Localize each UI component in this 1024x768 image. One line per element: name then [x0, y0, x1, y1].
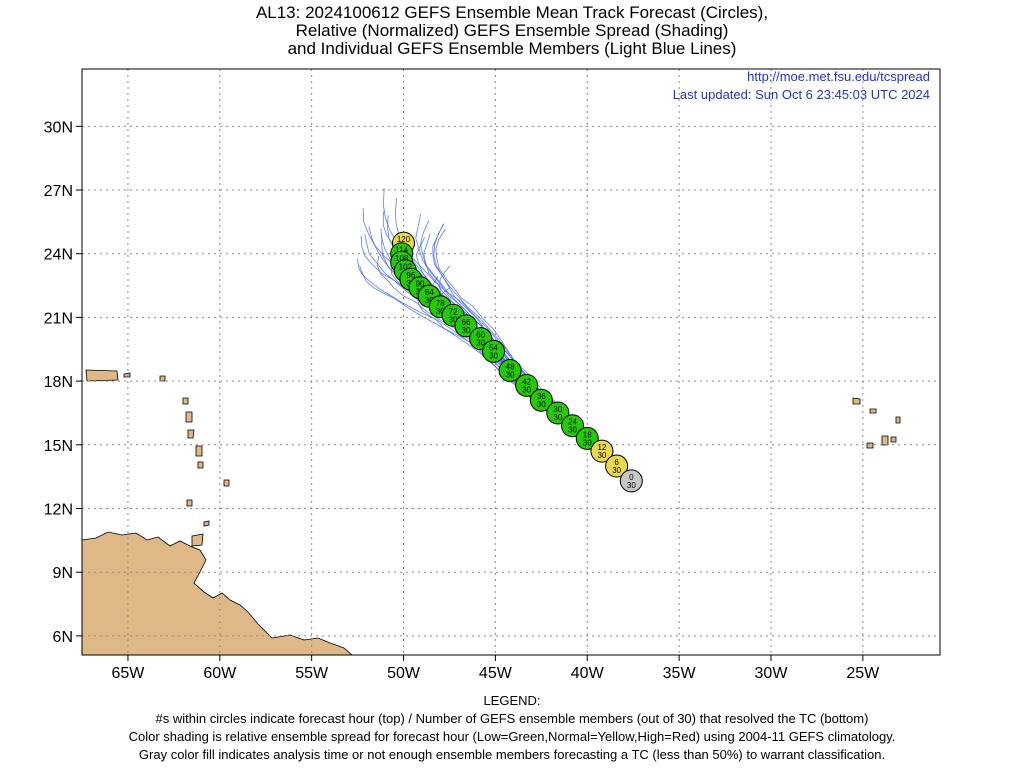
st-vincent — [197, 461, 204, 469]
lon-tick-label: 30W — [755, 665, 789, 682]
track-circle — [575, 426, 599, 450]
member-count-label: 30 — [597, 451, 606, 460]
lon-tick-label: 25W — [846, 665, 880, 682]
legend-line-2: Color shading is relative ensemble sprea… — [128, 729, 896, 744]
cape-verde-4 — [866, 442, 874, 449]
forecast-hour-label: 102 — [399, 263, 413, 272]
forecast-hour-label: 96 — [406, 271, 415, 280]
tobago — [203, 520, 210, 527]
lon-tick-label: 65W — [111, 665, 145, 682]
track-circle — [515, 373, 539, 397]
cape-verde-3 — [881, 435, 889, 446]
track-circle — [454, 314, 478, 338]
lat-tick-label: 27N — [44, 183, 73, 200]
source-url[interactable]: http://moe.met.fsu.edu/tcspread — [747, 69, 930, 84]
lon-tick-label: 60W — [203, 665, 237, 682]
member-count-label: 30 — [612, 466, 621, 475]
land-masses — [82, 369, 901, 655]
track-circle — [482, 339, 506, 363]
legend-heading: LEGEND: — [483, 693, 541, 708]
forecast-hour-label: 0 — [629, 473, 634, 482]
puerto-rico — [85, 369, 119, 382]
lat-tick-label: 21N — [44, 310, 73, 327]
island-b — [159, 375, 166, 382]
track-circle — [546, 401, 570, 425]
last-updated: Last updated: Sun Oct 6 23:45:03 UTC 202… — [673, 87, 930, 102]
member-count-label: 30 — [553, 413, 562, 422]
lat-tick-label: 6N — [53, 629, 73, 646]
forecast-hour-label: 48 — [506, 362, 515, 371]
barbados — [223, 479, 230, 487]
south-america-coast — [82, 531, 353, 655]
forecast-hour-label: 78 — [436, 299, 445, 308]
lon-tick-label: 50W — [387, 665, 421, 682]
member-count-label: 30 — [522, 385, 531, 394]
track-circle — [605, 454, 629, 478]
member-count-label: 30 — [506, 370, 515, 379]
trinidad — [191, 533, 204, 547]
track-circle — [561, 414, 585, 438]
member-count-label: 30 — [436, 307, 445, 316]
lat-tick-label: 15N — [44, 438, 73, 455]
cape-verde-5 — [890, 436, 897, 443]
member-count-label: 30 — [462, 326, 471, 335]
lon-tick-label: 45W — [479, 665, 513, 682]
forecast-hour-label: 6 — [614, 458, 619, 467]
forecast-hour-label: 18 — [583, 430, 592, 439]
track-circle — [498, 358, 522, 382]
forecast-hour-label: 36 — [537, 392, 546, 401]
lat-tick-label: 18N — [44, 374, 73, 391]
member-count-label: 30 — [476, 339, 485, 348]
mean-track: 1203011430108301023096309030843078307230… — [390, 231, 643, 493]
member-count-label: 30 — [583, 438, 592, 447]
forecast-hour-label: 72 — [449, 307, 458, 316]
legend-line-1: #s within circles indicate forecast hour… — [155, 711, 869, 726]
forecast-hour-label: 66 — [462, 318, 471, 327]
track-circle — [590, 439, 614, 463]
chart-title-line-2: Relative (Normalized) GEFS Ensemble Spre… — [295, 21, 729, 40]
forecast-hour-label: 42 — [522, 377, 531, 386]
lat-tick-label: 30N — [44, 119, 73, 136]
forecast-hour-label: 84 — [425, 288, 434, 297]
member-count-label: 30 — [489, 351, 498, 360]
lon-tick-label: 35W — [663, 665, 697, 682]
forecast-hour-label: 12 — [597, 443, 606, 452]
grid-lines — [82, 69, 940, 655]
forecast-hour-label: 24 — [568, 418, 577, 427]
member-count-label: 30 — [537, 400, 546, 409]
lon-tick-label: 55W — [295, 665, 329, 682]
member-count-label: 30 — [627, 481, 636, 490]
forecast-hour-label: 108 — [395, 254, 409, 263]
member-count-label: 30 — [425, 296, 434, 305]
guadeloupe — [182, 397, 189, 405]
cape-verde-6 — [895, 416, 901, 424]
island-a — [123, 372, 131, 378]
lat-tick-label: 24N — [44, 247, 73, 264]
st-lucia — [195, 445, 203, 457]
forecast-hour-label: 30 — [553, 405, 562, 414]
lat-tick-label: 9N — [53, 565, 73, 582]
forecast-hour-label: 120 — [397, 235, 411, 244]
forecast-hour-label: 114 — [395, 246, 408, 255]
track-circle — [529, 388, 553, 412]
member-count-label: 30 — [568, 426, 577, 435]
forecast-hour-label: 90 — [416, 280, 425, 289]
member-count-label: 30 — [449, 315, 458, 324]
legend-line-3: Gray color fill indicates analysis time … — [138, 747, 886, 762]
lat-tick-label: 12N — [44, 502, 73, 519]
chart-title-line-1: AL13: 2024100612 GEFS Ensemble Mean Trac… — [255, 3, 769, 22]
track-circle — [619, 469, 643, 493]
forecast-hour-label: 54 — [489, 343, 498, 352]
cape-verde-1 — [852, 397, 861, 405]
map-frame — [81, 68, 941, 656]
cape-verde-2 — [869, 408, 877, 414]
chart-title-line-3: and Individual GEFS Ensemble Members (Li… — [287, 39, 737, 58]
axis-ticks: 65W 60W 55W 50W 45W 40W 35W 30W 25W 6N 9N 12N 15N 18N… — [44, 119, 881, 682]
lon-tick-label: 40W — [571, 665, 605, 682]
martinique — [187, 429, 195, 439]
forecast-hour-label: 60 — [476, 331, 485, 340]
dominica — [185, 411, 193, 423]
grenada — [186, 499, 193, 507]
